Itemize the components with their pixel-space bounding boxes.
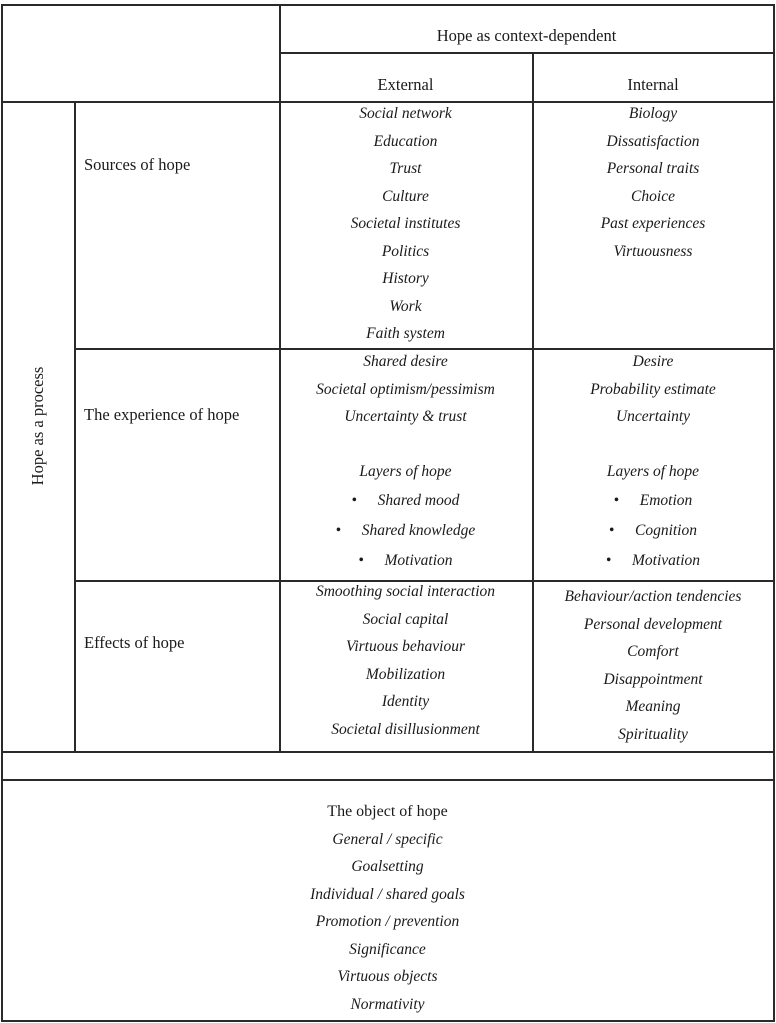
list-item: Spirituality xyxy=(618,725,688,743)
list-item: Culture xyxy=(382,187,429,205)
row-group-title: Hope as a process xyxy=(28,366,47,486)
experience-internal-cell: Desire Probability estimate Uncertainty La… xyxy=(532,348,774,576)
list-item: Choice xyxy=(631,187,675,205)
bullet-text: Emotion xyxy=(639,491,693,509)
list-item: Smoothing social interaction xyxy=(315,583,496,600)
table-border-right xyxy=(773,4,775,1022)
list-item: Virtuous behaviour xyxy=(346,638,465,655)
bullet-item: • Shared mood xyxy=(352,486,460,516)
sources-internal-cell: Biology Dissatisfaction Personal traits Cho… xyxy=(532,100,774,265)
list-item: Disappointment xyxy=(603,670,703,688)
list-item: Uncertainty xyxy=(615,408,691,425)
table-border-left xyxy=(1,4,3,1022)
layers-title: Layers of hope xyxy=(606,463,700,480)
list-item: Societal institutes xyxy=(350,215,461,232)
object-of-hope-box: The object of hope General / specific Goa… xyxy=(1,798,774,1018)
list-item: Identity xyxy=(381,693,430,710)
list-item: Past experiences xyxy=(600,215,706,232)
list-item: Biology xyxy=(628,105,678,122)
list-item: Education xyxy=(373,132,438,150)
table-bottom-border xyxy=(1,751,774,753)
bullet-icon: • xyxy=(335,521,342,539)
list-item: Dissatisfaction xyxy=(606,132,700,150)
sources-external-cell: Social network Education Trust Culture Socie… xyxy=(279,100,532,348)
bullet-item: • Shared knowledge xyxy=(336,516,476,546)
list-item: Virtuous objects xyxy=(337,968,438,985)
row-divider xyxy=(74,580,774,582)
list-item: Normativity xyxy=(350,995,425,1013)
bullet-text: Motivation xyxy=(384,551,453,569)
list-item: Work xyxy=(389,297,422,315)
row-label-effects: Effects of hope xyxy=(84,633,185,652)
list-item: Personal traits xyxy=(606,160,700,177)
list-item: Faith system xyxy=(366,325,445,342)
bullet-item: • Emotion xyxy=(614,486,693,516)
list-item: Politics xyxy=(381,242,430,260)
bullet-icon: • xyxy=(605,551,612,569)
bullet-text: Cognition xyxy=(634,521,697,539)
list-item: General / specific xyxy=(332,830,443,848)
list-item: Uncertainty & trust xyxy=(344,408,467,425)
object-box-top xyxy=(1,779,774,781)
list-item: Comfort xyxy=(627,643,679,660)
list-item: Societal optimism/pessimism xyxy=(316,380,495,398)
column-divider xyxy=(74,101,76,753)
header-divider xyxy=(279,52,774,54)
bullet-icon: • xyxy=(608,521,615,539)
object-box-bottom xyxy=(1,1020,774,1022)
table-border-top xyxy=(1,4,774,6)
object-title: The object of hope xyxy=(327,803,448,820)
list-item: Personal development xyxy=(583,615,723,633)
column-header-external: External xyxy=(377,75,434,94)
list-item: Social capital xyxy=(362,610,449,628)
bullet-text: Shared knowledge xyxy=(361,521,476,539)
list-item: History xyxy=(382,270,429,287)
row-divider xyxy=(74,348,774,350)
column-divider xyxy=(279,4,281,753)
bullet-text: Motivation xyxy=(631,551,701,569)
effects-external-cell: Smoothing social interaction Social capit… xyxy=(279,578,532,743)
row-label-sources: Sources of hope xyxy=(84,155,191,174)
experience-external-cell: Shared desire Societal optimism/pessimism… xyxy=(279,348,532,576)
header-bottom-border xyxy=(1,101,774,103)
bullet-icon: • xyxy=(358,551,364,569)
effects-internal-cell: Behaviour/action tendencies Personal deve… xyxy=(532,583,774,748)
bullet-text: Shared mood xyxy=(377,491,460,509)
layers-title: Layers of hope xyxy=(359,463,452,480)
list-item: Trust xyxy=(389,160,422,177)
row-label-experience: The experience of hope xyxy=(84,405,240,424)
list-item: Probability estimate xyxy=(590,380,716,398)
bullet-item: • Motivation xyxy=(606,546,700,576)
list-item: Social network xyxy=(359,105,452,122)
list-item: Societal disillusionment xyxy=(331,720,480,738)
bullet-icon: • xyxy=(613,491,620,509)
bullet-item: • Motivation xyxy=(358,546,452,576)
list-item: Significance xyxy=(349,940,426,958)
list-item: Goalsetting xyxy=(351,858,424,875)
list-item: Promotion / prevention xyxy=(315,913,460,930)
bullet-icon: • xyxy=(351,491,358,509)
header-group-title: Hope as context-dependent xyxy=(436,26,617,45)
list-item: Mobilization xyxy=(365,665,446,683)
list-item: Behaviour/action tendencies xyxy=(564,588,742,605)
bullet-item: • Cognition xyxy=(609,516,697,546)
column-divider xyxy=(532,52,534,753)
list-item: Virtuousness xyxy=(613,242,693,260)
list-item: Individual / shared goals xyxy=(310,885,465,903)
column-header-internal: Internal xyxy=(627,75,679,94)
list-item: Shared desire xyxy=(363,353,448,370)
list-item: Desire xyxy=(632,353,674,370)
list-item: Meaning xyxy=(625,698,681,715)
